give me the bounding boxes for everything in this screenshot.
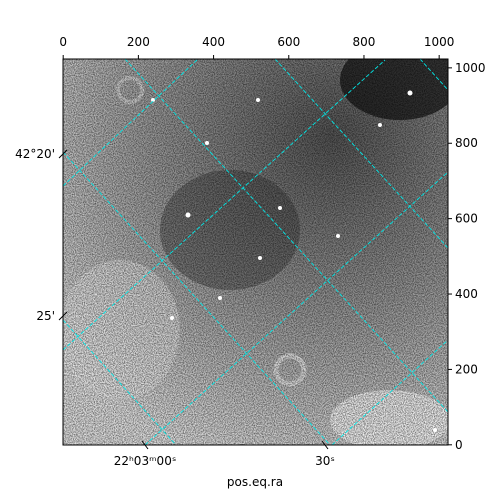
y-tick-label: 0 — [455, 438, 463, 452]
ra-tick — [321, 440, 329, 450]
x-axis-label: pos.eq.ra — [227, 475, 283, 489]
y-tick-label: 1000 — [455, 61, 486, 75]
x-tick-label: 400 — [202, 35, 225, 49]
ra-tick-label: 22ʰ03ᵐ00ˢ — [114, 454, 177, 468]
y-tick-label: 800 — [455, 136, 478, 150]
sky-image — [63, 59, 448, 445]
axes-frame — [62, 58, 449, 446]
y-tick-label: 200 — [455, 362, 478, 376]
y-tick-label: 600 — [455, 212, 478, 226]
x-tick-label: 600 — [277, 35, 300, 49]
x-tick-label: 1000 — [424, 35, 455, 49]
ra-tick-label: 30ˢ — [315, 454, 335, 468]
y-tick-label: 400 — [455, 287, 478, 301]
dec-tick-label: 25' — [36, 309, 55, 323]
ra-tick — [141, 440, 149, 450]
x-tick-label: 0 — [59, 35, 67, 49]
dec-tick-label: 42°20' — [15, 147, 55, 161]
x-tick-label: 800 — [353, 35, 376, 49]
x-tick-label: 200 — [127, 35, 150, 49]
coordinate-grid — [63, 59, 448, 445]
dec-tick — [58, 149, 68, 159]
dec-tick — [58, 311, 68, 321]
